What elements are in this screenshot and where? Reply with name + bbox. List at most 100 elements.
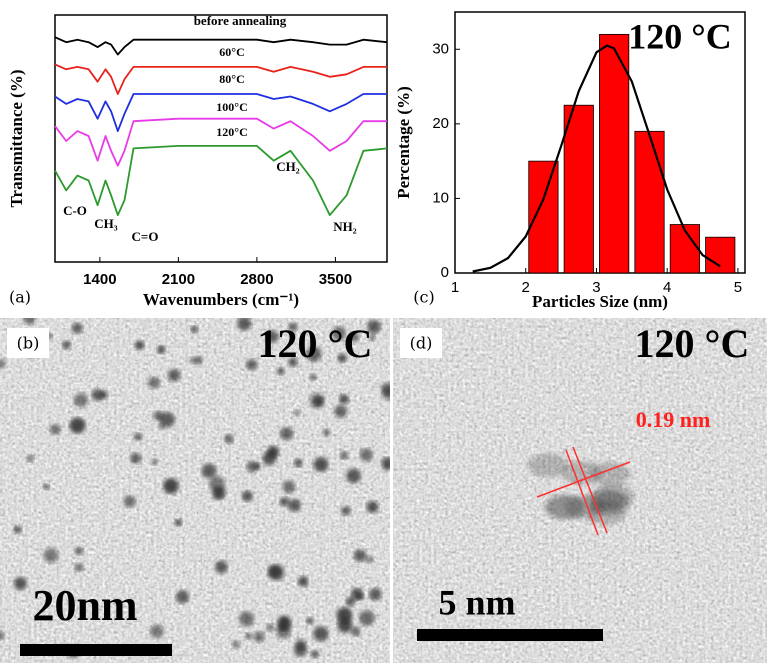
- x-tick-label: 2100: [162, 271, 195, 288]
- bar: [706, 237, 735, 273]
- particle: [14, 577, 27, 590]
- particle: [124, 495, 136, 507]
- lattice-blob: [528, 453, 568, 477]
- particle: [294, 459, 302, 467]
- particle: [354, 549, 366, 561]
- particle: [246, 359, 257, 370]
- particle: [202, 463, 217, 478]
- particle: [168, 369, 181, 382]
- particle: [62, 341, 71, 350]
- particle: [280, 427, 293, 440]
- particle: [74, 393, 88, 407]
- particle: [366, 556, 374, 564]
- particle: [254, 631, 265, 642]
- particle: [44, 548, 59, 563]
- bar: [635, 131, 664, 273]
- particle: [309, 393, 324, 408]
- peak-label: C=O: [132, 229, 159, 244]
- particle: [176, 590, 189, 603]
- particle: [280, 497, 289, 506]
- bar: [564, 105, 593, 273]
- annotation: 120 °C: [628, 16, 731, 56]
- panel-label: (d): [410, 334, 433, 353]
- particle: [277, 368, 284, 375]
- series-label: 60°C: [219, 45, 244, 59]
- particle: [27, 455, 35, 463]
- temperature-label: 120 °C: [258, 321, 373, 366]
- particle: [314, 457, 329, 472]
- particle: [323, 429, 331, 437]
- particle: [245, 633, 251, 639]
- x-tick-label: 5: [734, 279, 742, 296]
- x-tick-label: 2800: [240, 271, 273, 288]
- particle: [294, 410, 300, 416]
- particle: [190, 357, 197, 364]
- peak-label: CH₃: [94, 216, 118, 231]
- particle: [360, 448, 373, 461]
- lattice-blob: [562, 461, 602, 485]
- scale-bar: [417, 629, 603, 641]
- particle: [191, 326, 198, 333]
- particle: [157, 345, 165, 353]
- particle: [381, 457, 394, 470]
- particle: [237, 316, 251, 330]
- peak-label: C-O: [63, 203, 87, 218]
- particle: [135, 341, 144, 350]
- particle: [311, 650, 319, 658]
- scale-bar: [20, 644, 172, 656]
- series-label: 100°C: [216, 100, 247, 114]
- series-label: 120°C: [216, 125, 247, 139]
- page: 1400210028003500before annealing60°C80°C…: [0, 0, 767, 663]
- lattice-blob: [586, 501, 626, 525]
- particle: [14, 525, 22, 533]
- x-tick-label: 1: [451, 279, 459, 296]
- particle: [150, 624, 164, 638]
- particle: [298, 576, 308, 586]
- y-tick-label: 10: [432, 189, 449, 206]
- particle: [310, 374, 317, 381]
- particle: [267, 446, 279, 458]
- series-label: before annealing: [194, 13, 287, 28]
- particle: [334, 405, 347, 418]
- particle: [341, 506, 351, 516]
- scale-bar-label: 20nm: [32, 581, 137, 630]
- particle: [130, 453, 141, 464]
- particle: [346, 469, 361, 484]
- y-tick-label: 0: [441, 264, 449, 281]
- particle: [336, 607, 352, 623]
- particle: [381, 383, 393, 395]
- spectrum-line: [55, 146, 387, 215]
- temperature-label: 120 °C: [635, 321, 750, 366]
- particle: [92, 389, 104, 401]
- x-tick-label: 1400: [83, 271, 116, 288]
- particle: [346, 597, 355, 606]
- particle: [24, 312, 36, 324]
- particle: [276, 624, 291, 639]
- particle: [50, 424, 61, 435]
- particle: [351, 627, 361, 637]
- particle: [239, 611, 254, 626]
- particle: [313, 626, 328, 641]
- particle: [158, 423, 164, 429]
- particle: [268, 565, 280, 577]
- particle: [339, 394, 349, 404]
- panel-label: (b): [17, 334, 40, 353]
- y-tick-label: 20: [432, 115, 449, 132]
- particle: [246, 461, 257, 472]
- particle: [283, 480, 296, 493]
- particle: [148, 377, 160, 389]
- panel-label: (c): [413, 288, 434, 307]
- x-axis-label: Wavenumbers (cm⁻¹): [143, 290, 299, 309]
- particle: [242, 491, 253, 502]
- bar: [529, 161, 558, 273]
- y-axis-label: Transmittance (%): [7, 69, 26, 207]
- particle: [209, 476, 225, 492]
- y-axis-label: Percentage (%): [394, 86, 413, 199]
- particle: [359, 610, 375, 626]
- particle: [215, 561, 228, 574]
- particle: [369, 588, 382, 601]
- particle: [288, 499, 301, 512]
- particle: [340, 451, 348, 459]
- peak-label: CH₂: [276, 159, 300, 174]
- bar: [599, 34, 628, 273]
